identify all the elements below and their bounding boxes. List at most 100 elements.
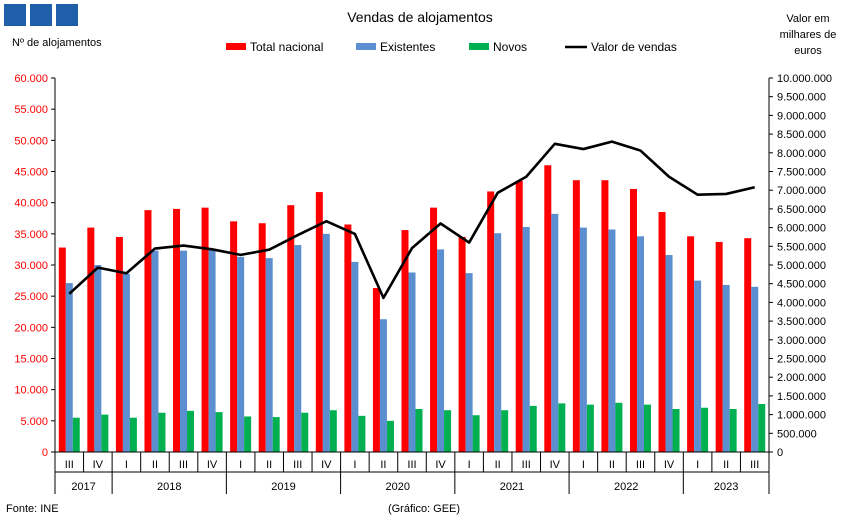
bar-existentes: [237, 256, 245, 452]
right-tick-label: 6.000.000: [777, 223, 826, 235]
right-tick-label: 8.500.000: [777, 129, 826, 141]
line-valor-de-vendas: [68, 140, 756, 300]
left-tick-label: 55.000: [14, 104, 48, 116]
bar-total-nacional: [487, 191, 495, 452]
bar-novos: [672, 408, 680, 452]
right-tick-label: 4.000.000: [777, 297, 826, 309]
right-tick-label: 7.000.000: [777, 185, 826, 197]
left-tick-label: 35.000: [14, 229, 48, 241]
left-tick-label: 40.000: [14, 198, 48, 210]
bar-existentes: [694, 280, 702, 452]
bar-total-nacional: [230, 221, 238, 452]
year-label: 2018: [157, 481, 181, 493]
legend-item: Total nacional: [226, 40, 323, 54]
bar-total-nacional: [515, 180, 523, 452]
bar-existentes: [294, 245, 302, 452]
bar-total-nacional: [572, 180, 580, 453]
bar-existentes: [122, 273, 130, 452]
bar-total-nacional: [544, 165, 552, 452]
right-tick-label: 0: [777, 447, 783, 459]
bar-total-nacional: [258, 223, 266, 452]
bar-novos: [101, 414, 109, 452]
right-tick-label: 500.000: [777, 428, 817, 440]
bar-novos: [244, 416, 252, 452]
bar-novos: [701, 407, 709, 452]
right-tick-label: 2.000.000: [777, 372, 826, 384]
bar-novos: [529, 405, 537, 452]
quarter-label: I: [468, 459, 471, 471]
bar-total-nacional: [601, 180, 609, 453]
quarter-label: IV: [93, 459, 104, 471]
bar-existentes: [522, 226, 530, 452]
credit-note: (Gráfico: GEE): [388, 503, 460, 515]
quarter-label: II: [152, 459, 158, 471]
right-tick-label: 10.000.000: [777, 73, 832, 85]
bar-total-nacional: [287, 205, 295, 452]
right-tick-label: 9.000.000: [777, 110, 826, 122]
quarter-label: III: [636, 459, 645, 471]
bar-total-nacional: [144, 210, 152, 452]
bar-total-nacional: [115, 236, 123, 452]
bar-total-nacional: [430, 207, 438, 452]
legend-item: Existentes: [356, 40, 435, 54]
bar-existentes: [94, 265, 102, 452]
bar-total-nacional: [173, 208, 181, 452]
year-label: 2020: [385, 481, 409, 493]
legend-label: Valor de vendas: [591, 40, 677, 54]
right-tick-label: 1.000.000: [777, 410, 826, 422]
bar-existentes: [722, 284, 730, 452]
logo: [4, 4, 78, 26]
bar-existentes: [151, 250, 159, 452]
bar-novos: [501, 410, 509, 452]
bar-total-nacional: [401, 230, 409, 452]
right-tick-label: 1.500.000: [777, 391, 826, 403]
right-axis-label-line-2: milhares de: [780, 29, 837, 41]
bar-existentes: [322, 233, 330, 452]
left-tick-label: 25.000: [14, 291, 48, 303]
right-tick-label: 6.500.000: [777, 204, 826, 216]
right-tick-label: 4.500.000: [777, 279, 826, 291]
bar-novos: [415, 408, 423, 452]
bar-existentes: [751, 286, 759, 452]
left-tick-label: 20.000: [14, 322, 48, 334]
bar-total-nacional: [458, 236, 466, 452]
bar-novos: [758, 404, 766, 452]
quarter-label: IV: [321, 459, 332, 471]
left-axis-label: Nº de alojamentos: [12, 37, 102, 49]
source-note: Fonte: INE: [6, 503, 59, 515]
bar-novos: [329, 410, 337, 452]
right-tick-label: 8.000.000: [777, 148, 826, 160]
right-tick-label: 5.000.000: [777, 260, 826, 272]
bar-existentes: [636, 236, 644, 452]
logo-square: [56, 4, 78, 26]
quarter-label: III: [750, 459, 759, 471]
bar-novos: [729, 408, 737, 452]
bar-existentes: [65, 283, 73, 452]
bar-novos: [472, 415, 480, 452]
bar-novos: [158, 412, 166, 452]
bar-existentes: [579, 227, 587, 452]
right-tick-label: 2.500.000: [777, 354, 826, 366]
quarter-label: I: [696, 459, 699, 471]
bar-total-nacional: [744, 238, 752, 452]
bar-total-nacional: [629, 188, 637, 452]
quarter-label: II: [495, 459, 501, 471]
quarter-label: III: [407, 459, 416, 471]
quarter-label: III: [293, 459, 302, 471]
chart-title: Vendas de alojamentos: [347, 9, 493, 25]
bar-novos: [615, 402, 623, 452]
right-tick-label: 5.500.000: [777, 241, 826, 253]
right-tick-label: 3.500.000: [777, 316, 826, 328]
bar-total-nacional: [715, 241, 723, 452]
right-axis-label-line-1: Valor em: [786, 13, 829, 25]
bar-novos: [558, 403, 566, 452]
quarter-label: IV: [207, 459, 218, 471]
bar-existentes: [351, 261, 359, 452]
bar-novos: [444, 410, 452, 452]
right-tick-label: 3.000.000: [777, 335, 826, 347]
quarter-label: I: [125, 459, 128, 471]
year-label: 2022: [614, 481, 638, 493]
bar-novos: [386, 420, 394, 452]
left-tick-label: 60.000: [14, 73, 48, 85]
bar-existentes: [551, 213, 559, 452]
